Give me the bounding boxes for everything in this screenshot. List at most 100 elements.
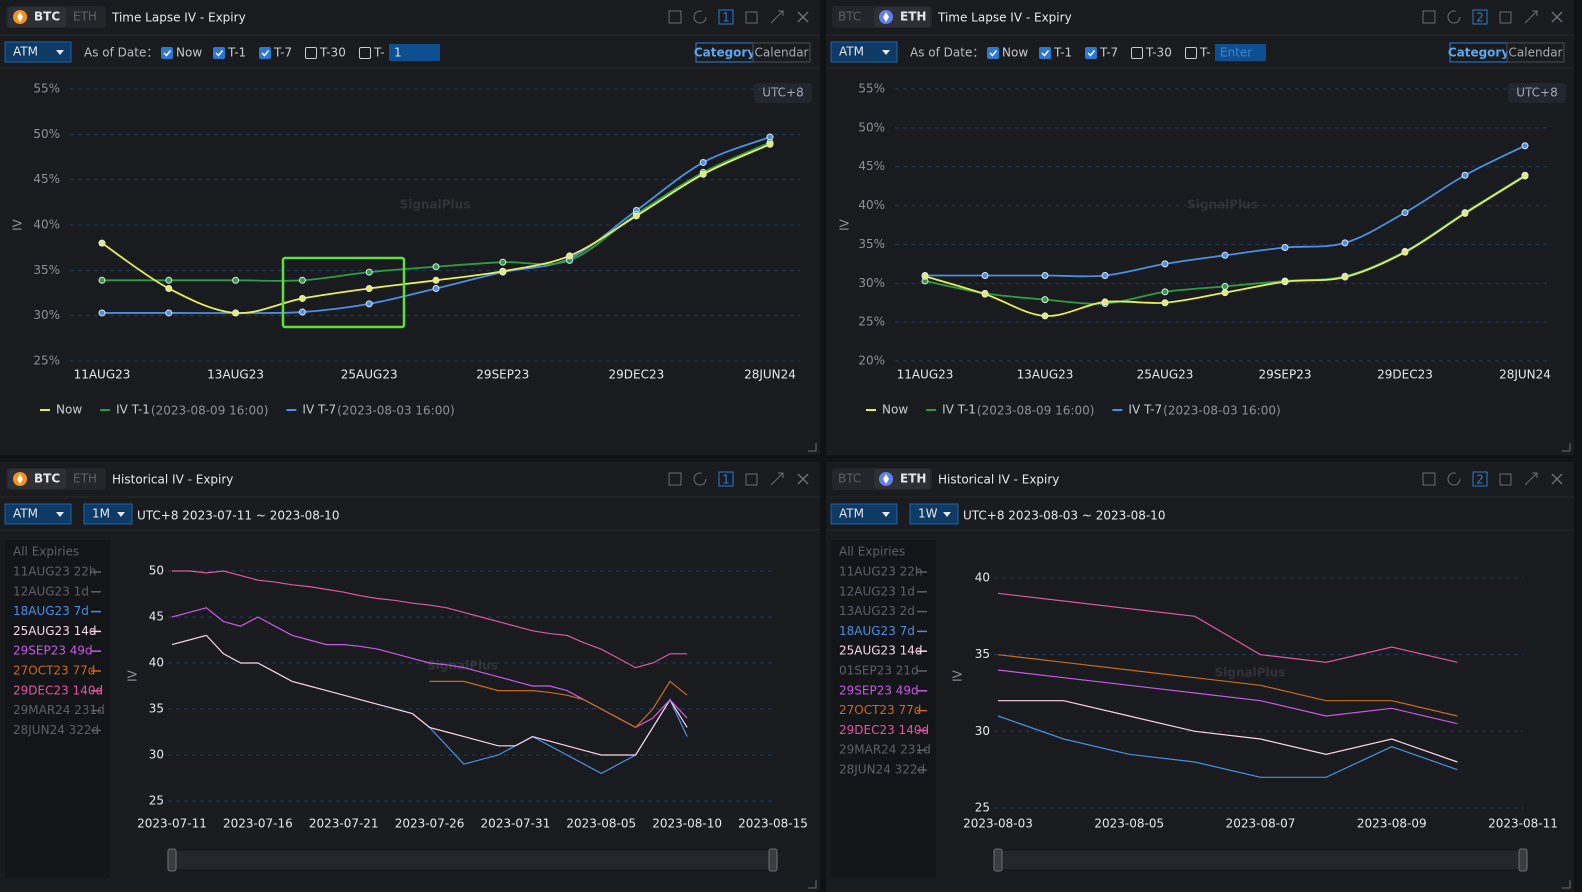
copy-icon[interactable] [745, 11, 758, 24]
refresh-icon[interactable] [1447, 10, 1461, 24]
series-line [997, 592, 1458, 663]
legend-label[interactable]: 29MAR24 231d [13, 703, 105, 717]
dropdown[interactable] [909, 503, 959, 525]
legend-label[interactable]: Now [882, 403, 908, 417]
mode-tab[interactable] [752, 42, 811, 63]
legend-label[interactable]: 29DEC23 140d [839, 723, 929, 737]
legend-timestamp: (2023-08-03 16:00) [337, 404, 455, 418]
coin-tab[interactable]: ETH [900, 10, 926, 24]
refresh-icon[interactable] [1447, 472, 1461, 486]
close-icon[interactable] [1551, 473, 1563, 485]
expand-icon[interactable] [770, 10, 784, 24]
checkbox[interactable] [213, 47, 225, 59]
checkbox[interactable] [161, 47, 173, 59]
open-icon[interactable] [1422, 10, 1436, 24]
data-point [1101, 272, 1109, 280]
data-point [1521, 142, 1529, 150]
custom-input-text: 1 [394, 46, 402, 60]
checkbox[interactable] [1085, 47, 1097, 59]
coin-tab[interactable]: BTC [34, 472, 60, 486]
custom-input[interactable] [1215, 44, 1266, 61]
legend-label[interactable]: 25AUG23 14d [13, 624, 97, 638]
checkbox[interactable] [359, 47, 371, 59]
date-range: UTC+8 2023-07-11 ~ 2023-08-10 [137, 509, 339, 523]
legend-label[interactable]: 18AUG23 7d [13, 604, 89, 618]
dropdown[interactable] [83, 503, 133, 525]
x-tick-label: 2023-07-31 [481, 817, 551, 831]
resize-corner [1562, 443, 1571, 452]
open-icon[interactable] [668, 472, 682, 486]
dropdown[interactable] [4, 503, 72, 525]
legend-label[interactable]: 12AUG23 1d [13, 584, 89, 598]
checkbox[interactable] [1131, 47, 1143, 59]
legend-label[interactable]: IV T-7 [302, 403, 336, 417]
legend-label[interactable]: 13AUG23 2d [839, 604, 915, 618]
legend-label[interactable]: 29SEP23 49d [13, 644, 93, 658]
legend-label[interactable]: 18AUG23 7d [839, 624, 915, 638]
x-tick-label: 29DEC23 [1377, 368, 1433, 382]
timezone-badge [754, 83, 812, 103]
copy-icon[interactable] [1499, 473, 1512, 486]
panel-number-box [718, 471, 734, 487]
legend-label[interactable]: 27OCT23 77d [839, 703, 921, 717]
open-icon[interactable] [1422, 472, 1436, 486]
expand-icon[interactable] [1524, 472, 1538, 486]
coin-tab[interactable]: BTC [838, 472, 861, 486]
close-icon[interactable] [797, 11, 809, 23]
data-point [298, 308, 306, 316]
checkbox-label: Now [1002, 46, 1028, 60]
open-icon[interactable] [668, 10, 682, 24]
dropdown[interactable] [830, 41, 898, 63]
close-icon[interactable] [797, 473, 809, 485]
range-slider-handle[interactable] [1518, 848, 1528, 872]
legend-label[interactable]: 01SEP23 21d [839, 664, 919, 678]
checkbox[interactable] [1185, 47, 1197, 59]
checkbox[interactable] [305, 47, 317, 59]
panel [826, 462, 1574, 892]
y-tick-label: 40% [858, 198, 885, 212]
close-icon[interactable] [1551, 11, 1563, 23]
coin-tab[interactable]: ETH [900, 472, 926, 486]
legend-label[interactable]: 25AUG23 14d [839, 644, 923, 658]
legend-label[interactable]: 29SEP23 49d [839, 683, 919, 697]
copy-icon[interactable] [745, 473, 758, 486]
dropdown[interactable] [830, 503, 898, 525]
legend-label[interactable]: 11AUG23 22h [13, 565, 97, 579]
data-point [98, 239, 106, 247]
legend-label[interactable]: 11AUG23 22h [839, 565, 923, 579]
expand-icon[interactable] [1524, 10, 1538, 24]
mode-tab[interactable] [1506, 42, 1565, 63]
range-slider-handle[interactable] [993, 848, 1003, 872]
legend-label[interactable]: 29DEC23 140d [13, 683, 103, 697]
checkbox[interactable] [987, 47, 999, 59]
checkbox[interactable] [259, 47, 271, 59]
coin-tab[interactable]: ETH [73, 472, 97, 486]
legend-label[interactable]: 12AUG23 1d [839, 584, 915, 598]
expand-icon[interactable] [770, 472, 784, 486]
range-slider-handle[interactable] [167, 848, 177, 872]
legend-label[interactable]: 29MAR24 231d [839, 743, 931, 757]
coin-tab[interactable]: ETH [73, 10, 97, 24]
coin-tab[interactable]: BTC [838, 10, 861, 24]
y-tick-label: 35% [33, 263, 60, 277]
legend-label[interactable]: IV T-1 [942, 403, 976, 417]
legend-label[interactable]: 28JUN24 322d [839, 763, 925, 777]
range-slider-track[interactable] [993, 851, 1528, 869]
x-tick-label: 29SEP23 [1259, 368, 1312, 382]
range-slider-handle[interactable] [768, 848, 778, 872]
dropdown[interactable] [4, 41, 72, 63]
custom-input[interactable] [389, 44, 440, 61]
y-tick-label: 40% [33, 218, 60, 232]
legend-label[interactable]: Now [56, 403, 82, 417]
y-tick-label: 35 [149, 702, 164, 716]
legend-label[interactable]: IV T-1 [116, 403, 150, 417]
range-slider-track[interactable] [167, 851, 778, 869]
refresh-icon[interactable] [693, 472, 707, 486]
legend-label[interactable]: 28JUN24 322d [13, 723, 99, 737]
checkbox[interactable] [1039, 47, 1051, 59]
legend-label[interactable]: IV T-7 [1128, 403, 1162, 417]
copy-icon[interactable] [1499, 11, 1512, 24]
refresh-icon[interactable] [693, 10, 707, 24]
legend-label[interactable]: 27OCT23 77d [13, 664, 95, 678]
coin-tab[interactable]: BTC [34, 10, 60, 24]
